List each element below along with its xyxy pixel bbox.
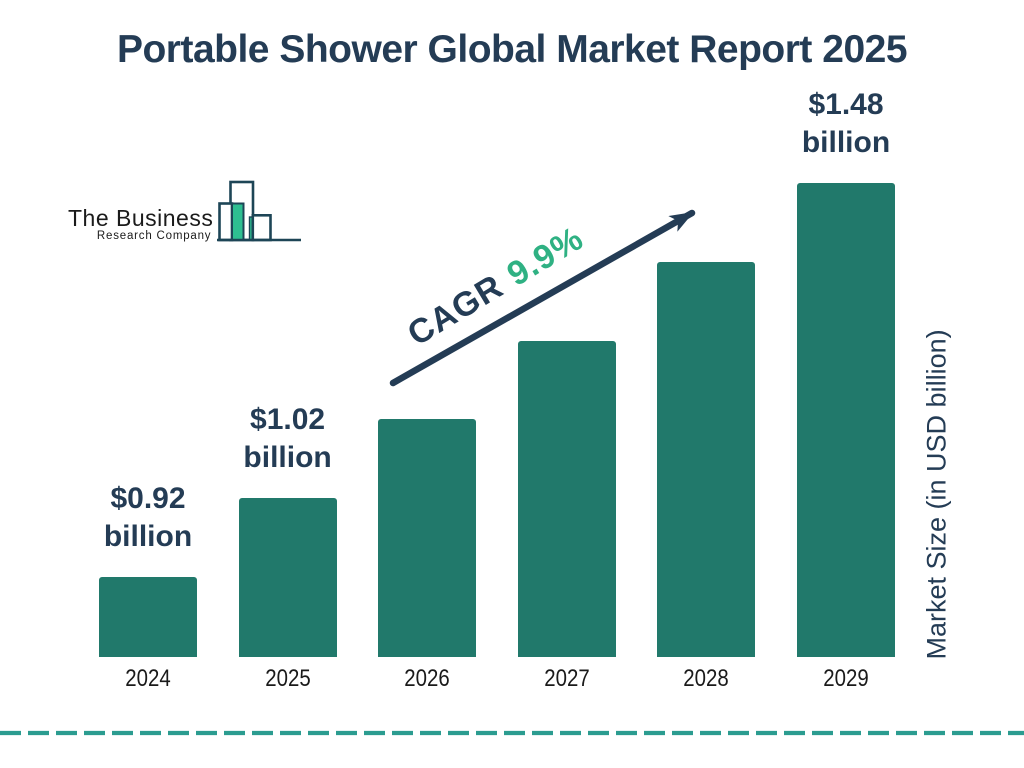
value-unit: billion [103,520,193,553]
value-amount: $1.02 [250,403,326,437]
bar-2028 [657,261,756,657]
cagr-arrow-icon [389,209,696,387]
logo-subname: Research Company [96,230,212,242]
bar-2029 [797,183,895,657]
value-unit: billion [243,441,332,475]
value-label-2025: $1.02 billion [198,401,378,477]
x-tick-2026: 2026 [404,665,450,692]
value-amount: $1.48 [808,88,884,121]
value-label-2024: $0.92 billion [58,480,238,556]
logo-name: The Business [68,205,214,231]
x-tick-2025: 2025 [264,665,311,692]
y-axis-label: Market Size (in USD billion) [921,329,952,660]
x-tick-2024: 2024 [125,665,171,692]
logo-bars-icon [217,180,302,242]
chart-title: Portable Shower Global Market Report 202… [116,28,908,71]
x-tick-2027: 2027 [544,665,590,692]
x-tick-2028: 2028 [683,665,730,692]
value-unit: billion [801,126,891,159]
value-amount: $0.92 [110,482,186,515]
bar-2027 [517,340,616,657]
bar-2025 [238,498,337,657]
bottom-dashed-divider [0,730,1024,736]
x-tick-2029: 2029 [823,665,869,692]
logo-text: The Business Research Company [68,206,213,242]
bar-2026 [378,419,477,657]
company-logo: The Business Research Company [68,174,307,244]
value-label-2029: $1.48 billion [756,86,936,162]
bar-2024 [99,577,197,657]
